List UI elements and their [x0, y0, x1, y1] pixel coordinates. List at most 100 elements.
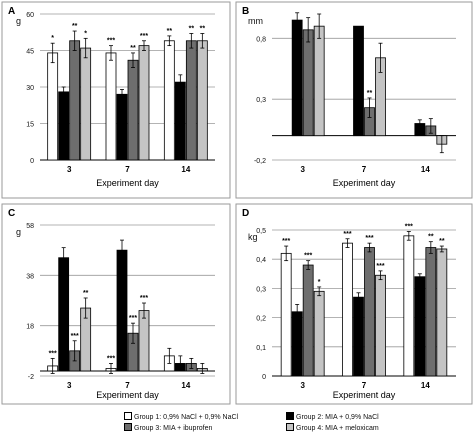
significance-label: ***: [107, 355, 115, 362]
x-tick-label: 3: [300, 381, 305, 390]
significance-label: **: [83, 290, 89, 297]
significance-label: *: [318, 279, 321, 286]
legend-item-group1: Group 1: 0,9% NaCl + 0,9% NaCl: [124, 412, 238, 423]
panel-border: [235, 1, 473, 199]
panel-letter: C: [8, 208, 15, 219]
y-tick-label: 0,2: [256, 316, 266, 323]
panel-border: [1, 203, 231, 405]
significance-label: *: [84, 30, 87, 37]
bar: [436, 248, 448, 377]
x-axis-label: Experiment day: [333, 390, 396, 400]
legend-swatch-group3: [124, 423, 132, 431]
y-tick-label: 45: [26, 49, 34, 56]
x-tick-label: 3: [300, 165, 305, 174]
x-tick-label: 7: [125, 381, 130, 390]
panel-border: [1, 1, 231, 199]
panel-border: [235, 203, 473, 405]
y-tick-label: -2: [28, 374, 34, 381]
bar: [302, 264, 314, 377]
y-axis-label: g: [16, 227, 21, 237]
x-tick-label: 7: [362, 165, 367, 174]
bar: [313, 290, 325, 377]
significance-label: ***: [282, 238, 290, 245]
legend-swatch-group2: [286, 412, 294, 420]
legend-label-group4: Group 4: MIA + meloxicam: [296, 425, 379, 432]
significance-label: ***: [129, 315, 137, 322]
bar: [353, 296, 364, 377]
y-tick-label: 0,4: [256, 257, 266, 264]
bar: [403, 235, 415, 377]
bar: [58, 257, 70, 372]
significance-label: ***: [140, 33, 148, 40]
y-tick-label: 15: [26, 122, 34, 129]
bar: [196, 40, 208, 161]
significance-label: ***: [71, 333, 79, 340]
bar: [414, 276, 426, 377]
bar: [280, 252, 292, 377]
y-tick-label: 58: [26, 223, 34, 230]
significance-label: ***: [107, 38, 115, 45]
legend-swatch-group1: [124, 412, 132, 420]
significance-label: ***: [365, 235, 373, 242]
panel-letter: A: [8, 6, 15, 17]
bar: [313, 25, 325, 137]
panel-letter: D: [242, 208, 249, 219]
y-tick-label: 60: [26, 12, 34, 19]
legend-item-group4: Group 4: MIA + meloxicam: [286, 423, 379, 434]
x-tick-label: 7: [362, 381, 367, 390]
bar: [291, 19, 303, 137]
y-tick-label: 38: [26, 273, 34, 280]
bar: [302, 29, 314, 137]
y-tick-label: 0,5: [256, 228, 266, 235]
bar: [116, 93, 128, 161]
significance-label: ***: [49, 350, 57, 357]
legend-swatch-group4: [286, 423, 294, 431]
bar: [185, 40, 197, 161]
x-tick-label: 7: [125, 165, 130, 174]
x-axis-label: Experiment day: [333, 178, 396, 188]
bar: [80, 47, 92, 161]
y-tick-label: 0: [30, 158, 34, 165]
y-tick-label: 0,1: [256, 345, 266, 352]
significance-label: ***: [376, 263, 384, 270]
bar: [138, 310, 150, 372]
y-tick-label: 18: [26, 324, 34, 331]
y-tick-label: -0,2: [254, 158, 266, 165]
legend-item-group2: Group 2: MIA + 0,9% NaCl: [286, 412, 379, 423]
significance-label: ***: [304, 253, 312, 260]
significance-label: **: [367, 90, 373, 97]
bar: [353, 25, 364, 137]
panel-letter: B: [242, 6, 249, 17]
significance-label: **: [189, 25, 195, 32]
bar: [105, 52, 117, 161]
legend-item-group3: Group 3: MIA + ibuprofen: [124, 423, 212, 434]
bar: [127, 59, 139, 161]
bar: [375, 274, 386, 377]
x-tick-label: 3: [67, 165, 72, 174]
x-tick-label: 14: [421, 165, 430, 174]
significance-label: **: [72, 23, 78, 30]
bar: [138, 45, 150, 161]
bar: [69, 40, 81, 161]
y-tick-label: 0: [262, 374, 266, 381]
legend-label-group1: Group 1: 0,9% NaCl + 0,9% NaCl: [134, 414, 239, 421]
y-axis-label: kg: [248, 232, 258, 242]
y-tick-label: 0,3: [256, 97, 266, 104]
y-tick-label: 0,8: [256, 36, 266, 43]
chart-panel-b: B -0,2 0,3 0,8 mm 3 ** 7 14 Experiment day: [235, 1, 473, 199]
bar: [291, 311, 303, 377]
chart-panel-d: D00,10,20,30,40,5kg *******3*********7***…: [235, 203, 473, 405]
significance-label: **: [439, 238, 445, 245]
significance-label: *: [51, 35, 54, 42]
x-tick-label: 14: [181, 165, 190, 174]
bar: [174, 81, 186, 161]
bar: [364, 247, 375, 377]
y-axis-label: g: [16, 16, 21, 26]
bar: [47, 52, 59, 161]
bar: [163, 40, 175, 161]
x-tick-label: 3: [67, 381, 72, 390]
bar: [342, 242, 353, 377]
